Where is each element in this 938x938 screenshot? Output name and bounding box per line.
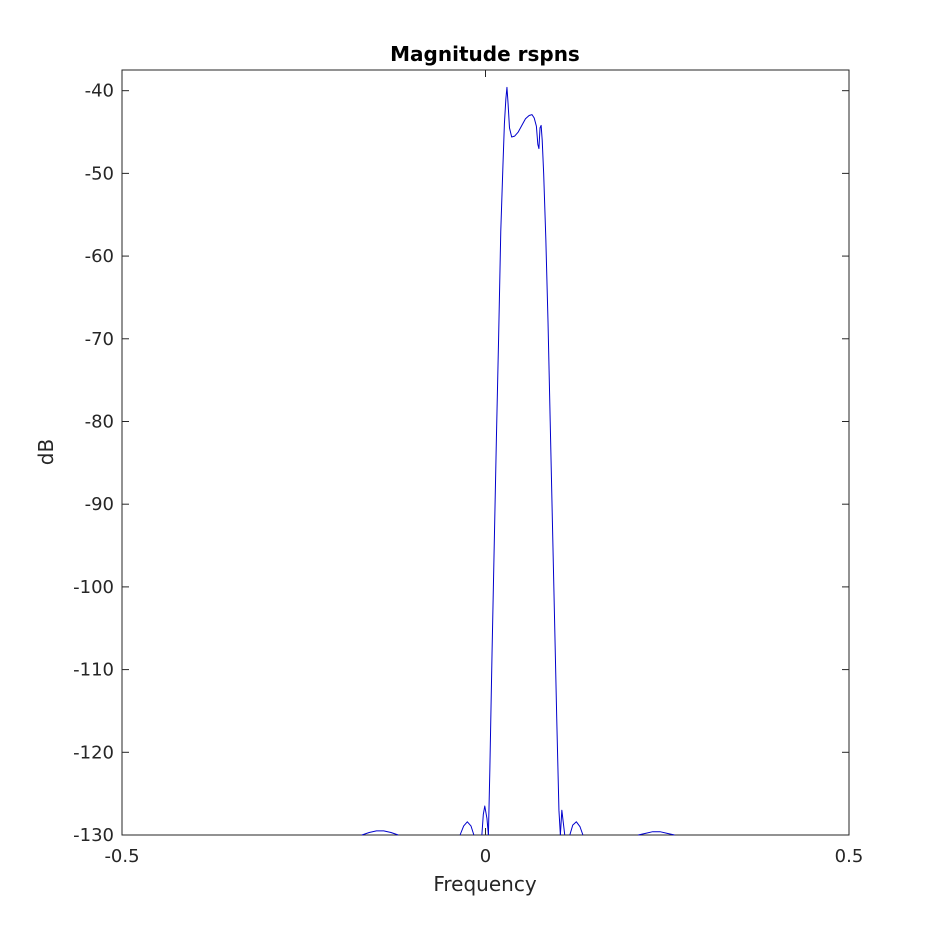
tick-layer: -130 -120 -110 -100 -90 -80 -70 -60 -50 -40 -0.5 0 0… xyxy=(73,70,863,867)
y-tick-label: -40 xyxy=(85,81,114,102)
y-axis-label: dB xyxy=(34,439,58,465)
plot-area: -130 -120 -110 -100 -90 -80 -70 -60 -50 -40 -0.5 0 0… xyxy=(73,69,863,867)
series-line xyxy=(487,86,561,836)
series-line xyxy=(459,821,475,836)
x-tick-label: 0.5 xyxy=(835,846,864,867)
y-tick-label: -90 xyxy=(85,494,114,515)
axes-box xyxy=(121,69,850,836)
y-tick-label: -110 xyxy=(73,660,114,681)
x-axis-label: Frequency xyxy=(433,872,536,896)
y-tick-label: -50 xyxy=(85,163,114,184)
y-tick-label: -60 xyxy=(85,246,114,267)
chart-title: Magnitude rspns xyxy=(390,42,580,66)
series-line xyxy=(559,809,566,836)
series-line xyxy=(569,821,584,836)
x-tick-label: 0 xyxy=(480,846,491,867)
series-line-layer xyxy=(361,86,675,836)
series-line xyxy=(361,830,399,836)
series-line xyxy=(481,805,489,836)
y-tick-label: -130 xyxy=(73,825,114,846)
y-tick-label: -100 xyxy=(73,577,114,598)
series-line xyxy=(638,831,675,836)
y-tick-label: -120 xyxy=(73,742,114,763)
y-tick-label: -70 xyxy=(85,329,114,350)
y-tick-label: -80 xyxy=(85,411,114,432)
x-tick-label: -0.5 xyxy=(104,846,139,867)
